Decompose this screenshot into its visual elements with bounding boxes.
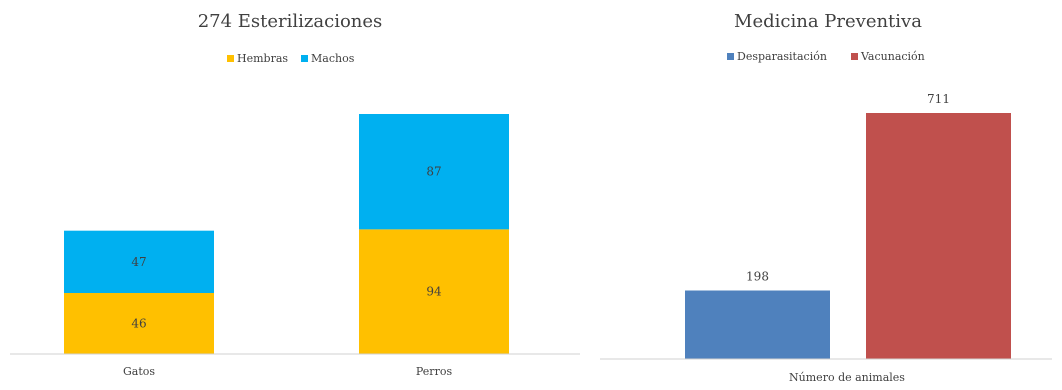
legend-swatch-machos bbox=[301, 55, 308, 62]
data-label-machos-perros: 87 bbox=[426, 165, 441, 179]
legend-label-desparasitacion: Desparasitación bbox=[737, 50, 827, 63]
data-label-vacunacion: 711 bbox=[927, 92, 950, 106]
tick-label-perros: Perros bbox=[416, 365, 453, 378]
bar-desparasitacion bbox=[685, 290, 830, 359]
data-label-desparasitacion: 198 bbox=[746, 269, 769, 283]
data-label-machos-gatos: 47 bbox=[131, 255, 146, 269]
legend-swatch-vacunacion bbox=[851, 53, 858, 60]
legend-label-vacunacion: Vacunación bbox=[860, 50, 925, 63]
legend-swatch-desparasitacion bbox=[727, 53, 734, 60]
plot-area: 46 47 94 87 bbox=[64, 114, 509, 354]
bar-vacunacion bbox=[866, 113, 1011, 359]
legend: Desparasitación Vacunación bbox=[727, 50, 925, 63]
data-label-hembras-perros: 94 bbox=[426, 285, 442, 299]
bar-machos-perros bbox=[359, 114, 509, 230]
tick-label-numero-de-animales: Número de animales bbox=[789, 371, 905, 384]
chart-title: Medicina Preventiva bbox=[734, 11, 922, 32]
bar-hembras-perros bbox=[359, 229, 509, 354]
data-label-hembras-gatos: 46 bbox=[131, 317, 146, 331]
legend-label-machos: Machos bbox=[311, 52, 355, 65]
bar-machos-gatos bbox=[64, 230, 214, 294]
legend: Hembras Machos bbox=[227, 52, 355, 65]
sterilization-chart: 274 Esterilizaciones Hembras Machos 46 47… bbox=[10, 11, 580, 378]
preventive-medicine-chart: Medicina Preventiva Desparasitación Vacu… bbox=[600, 11, 1052, 384]
legend-swatch-hembras bbox=[227, 55, 234, 62]
bar-hembras-gatos bbox=[64, 293, 214, 354]
plot-area: 198 711 bbox=[685, 92, 1011, 359]
tick-label-gatos: Gatos bbox=[123, 365, 155, 378]
legend-label-hembras: Hembras bbox=[237, 52, 288, 65]
chart-title: 274 Esterilizaciones bbox=[198, 11, 383, 32]
